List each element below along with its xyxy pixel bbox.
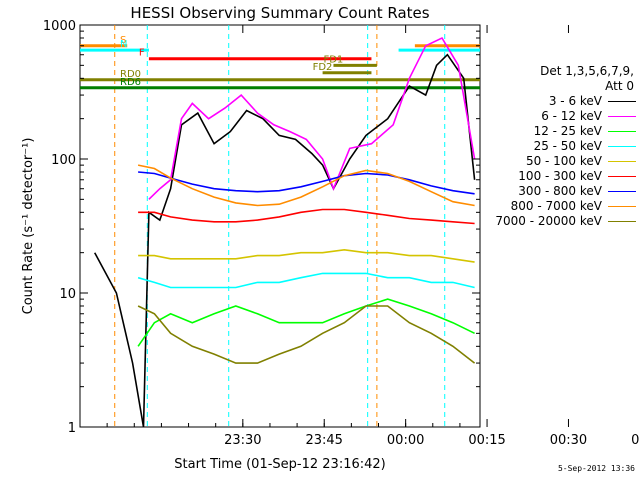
plot-frame (79, 24, 481, 428)
x-tick-label: 00:00 (387, 433, 424, 448)
legend-entry-label: 300 - 800 keV (518, 184, 602, 198)
legend-entry: 12 - 25 keV (488, 124, 636, 139)
legend-swatch (608, 131, 636, 132)
x-tick-label: 00:15 (468, 433, 505, 448)
x-tick-label: 23:30 (224, 433, 261, 448)
legend-swatch (608, 191, 636, 192)
x-tick-label: 00:30 (550, 433, 587, 448)
chart-legend: Det 1,3,5,6,7,9, Att 0 3 - 6 keV 6 - 12 k… (488, 64, 636, 229)
legend-swatch (608, 146, 636, 147)
y-tick-label: 100 (51, 153, 76, 168)
flag-label: N (120, 39, 127, 50)
legend-entry: 100 - 300 keV (488, 169, 636, 184)
legend-entry-label: 25 - 50 keV (533, 139, 602, 153)
legend-entry-label: 3 - 6 keV (548, 94, 602, 108)
series-line (93, 53, 476, 428)
x-axis-label: Start Time (01-Sep-12 23:16:42) (174, 457, 385, 472)
legend-entry: 300 - 800 keV (488, 184, 636, 199)
legend-swatch (608, 176, 636, 177)
x-tick-label: 00:45 (631, 433, 640, 448)
x-axis-ticks: 23:30 23:45 00:00 00:15 00:30 00:45 (79, 25, 640, 448)
legend-swatch (608, 161, 636, 162)
y-tick-label: 1000 (43, 19, 76, 34)
legend-swatch (608, 101, 636, 102)
legend-entry: 25 - 50 keV (488, 139, 636, 154)
chart-title: HESSI Observing Summary Count Rates (130, 4, 429, 22)
legend-entry-label: 100 - 300 keV (518, 169, 602, 183)
legend-entry: 800 - 7000 keV (488, 199, 636, 214)
generation-timestamp: 5-Sep-2012 13:36 (557, 464, 635, 473)
flag-label: FD2 (313, 62, 333, 73)
legend-entry: 3 - 6 keV (488, 94, 636, 109)
series-line (137, 305, 476, 364)
flag-label: RD6 (120, 77, 141, 88)
series-line (137, 272, 475, 289)
legend-entry-label: 50 - 100 keV (525, 154, 602, 168)
series-line (138, 248, 475, 263)
flag-label: F (139, 48, 145, 59)
flag-label: FD1 (323, 54, 343, 65)
legend-header-attenuator: Att 0 (605, 79, 634, 93)
flag-label: RD0 (120, 69, 141, 80)
legend-entry: 50 - 100 keV (488, 154, 636, 169)
legend-entry: 6 - 12 keV (488, 109, 636, 124)
legend-items: 3 - 6 keV 6 - 12 keV 12 - 25 keV 25 - 50 ke… (488, 94, 636, 229)
x-tick-label: 23:45 (305, 433, 342, 448)
series-line (137, 298, 475, 347)
y-tick-label: 10 (59, 287, 76, 302)
vertical-markers (114, 25, 446, 427)
series-line (138, 208, 475, 225)
legend-entry-label: 7000 - 20000 keV (495, 214, 602, 228)
legend-entry: 7000 - 20000 keV (488, 214, 636, 229)
y-axis-label: Count Rate (s⁻¹ detector⁻¹) (21, 138, 36, 315)
series-line (148, 36, 476, 200)
y-tick-label: 1 (68, 421, 76, 436)
data-series (93, 36, 476, 428)
series-line (138, 171, 475, 195)
y-axis-ticks: 1 10 100 1000 (43, 19, 480, 436)
legend-entry-label: 800 - 7000 keV (510, 199, 602, 213)
legend-header-detectors: Det 1,3,5,6,7,9, (540, 64, 634, 78)
series-line (137, 164, 475, 207)
legend-swatch (608, 206, 636, 207)
legend-swatch (608, 221, 636, 222)
flag-label: S (120, 35, 126, 46)
legend-entry-label: 6 - 12 keV (541, 109, 602, 123)
legend-entry-label: 12 - 25 keV (533, 124, 602, 138)
legend-swatch (608, 116, 636, 117)
